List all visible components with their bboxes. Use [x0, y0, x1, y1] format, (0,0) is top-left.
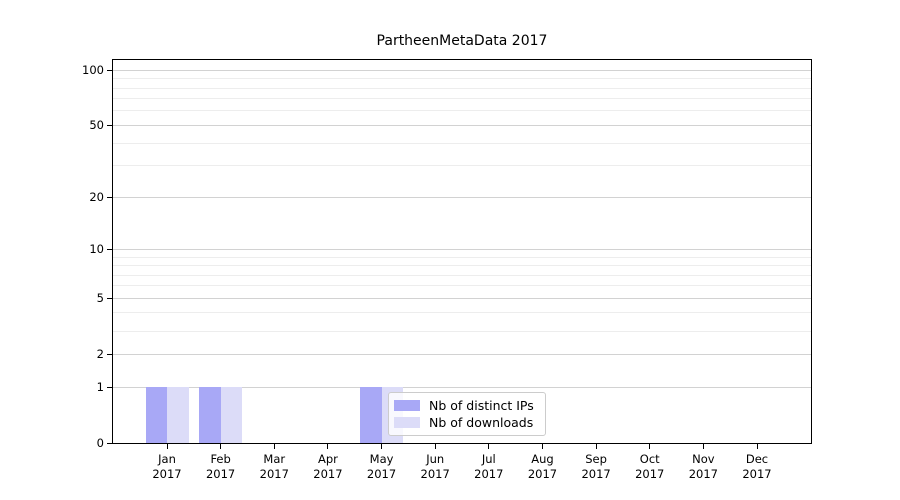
- legend-item: Nb of downloads: [394, 415, 538, 430]
- x-tick-label: Feb 2017: [205, 452, 236, 481]
- y-tick-label: 2: [96, 347, 104, 362]
- x-tick-mark: [434, 444, 436, 449]
- y-tick-label: 100: [82, 63, 104, 78]
- x-tick-mark: [595, 444, 597, 449]
- gridline-major: [113, 124, 811, 126]
- y-tick-label: 10: [89, 242, 104, 257]
- x-tick-label: May 2017: [366, 452, 397, 481]
- y-tick-label: 50: [89, 118, 104, 133]
- y-tick-mark: [107, 196, 112, 198]
- gridline-major: [113, 297, 811, 299]
- bar-distinct-ips: [360, 387, 382, 443]
- gridline-major: [113, 69, 811, 71]
- x-tick-mark: [541, 444, 543, 449]
- bar-downloads: [220, 387, 243, 443]
- bar-downloads: [167, 387, 189, 443]
- gridline-major: [113, 353, 811, 355]
- y-tick-mark: [107, 353, 112, 355]
- gridline-major: [113, 196, 811, 198]
- x-tick-label: Jan 2017: [152, 452, 182, 481]
- x-tick-mark: [756, 444, 758, 449]
- y-tick-mark: [107, 442, 112, 444]
- legend-label: Nb of distinct IPs: [429, 398, 534, 413]
- gridline-minor: [113, 265, 811, 266]
- y-tick-label: 5: [96, 291, 104, 306]
- y-tick-label: 20: [89, 190, 104, 205]
- y-tick-mark: [107, 297, 112, 299]
- gridline-minor: [113, 285, 811, 287]
- bar-distinct-ips: [145, 387, 167, 443]
- y-tick-mark: [107, 69, 112, 71]
- gridline-minor: [113, 87, 811, 89]
- plot-area: [112, 59, 812, 444]
- y-tick-mark: [107, 386, 112, 388]
- x-tick-label: Mar 2017: [259, 452, 289, 481]
- x-tick-mark: [220, 444, 222, 449]
- gridline-minor: [113, 312, 811, 314]
- gridline-minor: [113, 165, 811, 167]
- gridline-minor: [113, 330, 811, 332]
- x-tick-label: Aug 2017: [527, 452, 558, 481]
- bar-distinct-ips: [199, 387, 221, 443]
- x-tick-label: Sep 2017: [581, 452, 611, 481]
- x-tick-mark: [702, 444, 704, 449]
- gridline-minor: [113, 142, 811, 144]
- y-tick-label: 1: [96, 380, 104, 394]
- y-tick-mark: [107, 248, 112, 250]
- legend-swatch-distinct-ips: [394, 400, 420, 411]
- chart-title: PartheenMetaData 2017: [376, 33, 548, 49]
- gridline-minor: [113, 256, 811, 258]
- gridline-major: [113, 386, 811, 388]
- x-tick-label: Dec 2017: [742, 452, 772, 481]
- gridline-minor: [113, 78, 811, 80]
- x-tick-label: Nov 2017: [688, 452, 718, 481]
- legend-swatch-downloads: [394, 417, 420, 428]
- gridline-major: [113, 248, 811, 250]
- x-tick-mark: [488, 444, 490, 449]
- gridline-minor: [113, 274, 811, 276]
- x-tick-label: Jun 2017: [420, 452, 450, 481]
- x-tick-label: Jul 2017: [474, 452, 504, 481]
- gridline-minor: [113, 98, 811, 100]
- x-tick-label: Apr 2017: [313, 452, 343, 481]
- y-tick-mark: [107, 124, 112, 126]
- legend-item: Nb of distinct IPs: [394, 398, 538, 413]
- x-tick-label: Oct 2017: [635, 452, 665, 481]
- x-tick-mark: [381, 444, 383, 449]
- x-tick-mark: [327, 444, 329, 449]
- x-tick-mark: [166, 444, 168, 449]
- x-tick-mark: [649, 444, 651, 449]
- y-tick-label: 0: [96, 436, 104, 450]
- legend-label: Nb of downloads: [429, 415, 534, 430]
- legend: Nb of distinct IPs Nb of downloads: [388, 392, 546, 436]
- x-tick-mark: [273, 444, 275, 449]
- gridline-minor: [113, 110, 811, 112]
